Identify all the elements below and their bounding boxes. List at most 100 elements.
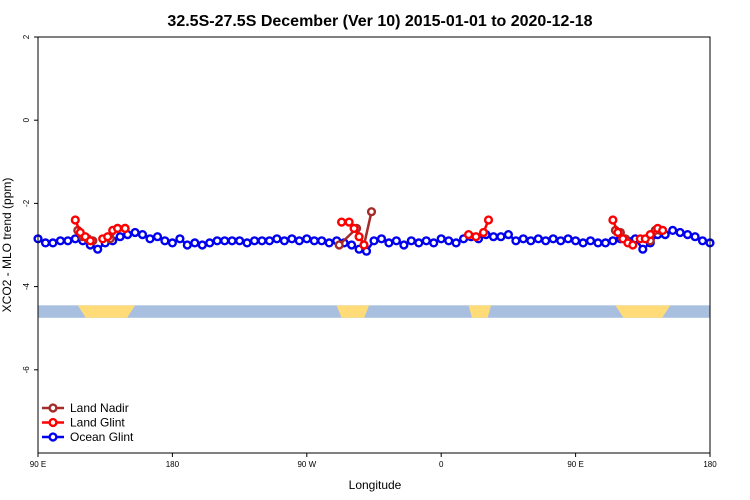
data-point (344, 217, 354, 227)
data-point (414, 238, 424, 248)
legend-label: Ocean Glint (70, 430, 134, 444)
data-point (518, 234, 528, 244)
legend-marker (48, 403, 58, 413)
data-point (302, 234, 312, 244)
data-point (488, 232, 499, 242)
data-point (112, 223, 123, 234)
legend-label: Land Nadir (70, 401, 129, 415)
data-point (145, 234, 155, 244)
data-point (294, 236, 304, 246)
data-point (511, 236, 521, 246)
y-tick-label: -2 (22, 199, 31, 207)
data-point (212, 236, 222, 246)
data-point (347, 240, 357, 250)
data-point (272, 234, 282, 244)
y-tick-label: 0 (22, 117, 31, 122)
data-point (533, 234, 543, 244)
data-point (436, 234, 446, 244)
x-tick-label: 90 W (297, 460, 316, 469)
x-axis: 90 E 180 90 W 0 90 E 180 (30, 453, 717, 469)
data-point (570, 236, 581, 246)
data-point (406, 236, 416, 246)
data-point (682, 230, 693, 240)
data-point (205, 238, 215, 248)
data-point (421, 236, 431, 246)
land-band-segment (77, 305, 136, 318)
data-point (556, 236, 566, 246)
series-layer (33, 207, 715, 256)
legend-item: Land Nadir (42, 401, 129, 415)
data-point (354, 232, 364, 242)
data-point (645, 230, 655, 240)
data-point (55, 236, 66, 246)
data-point (93, 244, 103, 254)
x-tick-label: 0 (439, 460, 444, 469)
data-point (249, 236, 260, 246)
data-point (182, 240, 192, 250)
data-point (115, 232, 125, 242)
data-point (359, 240, 369, 250)
y-axis: 2 0 -2 -4 -6 (22, 34, 38, 373)
data-point (600, 238, 611, 248)
data-point (668, 225, 678, 236)
data-point (690, 232, 700, 242)
data-point (464, 230, 474, 240)
data-point (391, 236, 402, 246)
y-tick-label: 2 (22, 34, 31, 39)
data-point (503, 230, 514, 240)
data-point (70, 215, 80, 225)
data-point (697, 236, 708, 246)
data-point (152, 232, 163, 242)
data-point (366, 207, 377, 217)
data-point (496, 232, 506, 242)
x-axis-label: Longitude (349, 478, 402, 492)
data-point (608, 215, 618, 225)
data-point (190, 238, 200, 248)
data-point (444, 236, 454, 246)
data-point (675, 227, 685, 238)
data-point (287, 234, 297, 244)
data-point (429, 238, 439, 248)
data-point (349, 223, 359, 234)
data-point (337, 217, 347, 227)
data-point (137, 230, 148, 240)
series-land-glint (70, 215, 668, 250)
data-point (220, 236, 230, 246)
land-band-segment (615, 305, 671, 318)
data-point (242, 238, 252, 248)
legend-label: Land Glint (70, 416, 125, 430)
data-point (40, 238, 51, 248)
legend-marker (48, 417, 58, 428)
legend-item: Ocean Glint (42, 430, 134, 444)
y-axis-label: XCO2 - MLO trend (ppm) (0, 178, 14, 313)
data-point (227, 236, 237, 246)
data-point (478, 227, 489, 238)
data-point (324, 238, 334, 248)
x-tick-label: 180 (703, 460, 717, 469)
data-point (526, 236, 536, 246)
chart-title: 32.5S-27.5S December (Ver 10) 2015-01-01… (167, 13, 592, 30)
x-tick-label: 90 E (30, 460, 46, 469)
data-point (279, 236, 290, 246)
land-band-segment (336, 305, 370, 318)
data-point (63, 236, 73, 246)
data-point (578, 238, 588, 248)
data-point (608, 236, 618, 246)
data-point (613, 227, 623, 238)
land-band-segment (468, 305, 491, 318)
x-tick-label: 90 E (567, 460, 583, 469)
data-point (563, 234, 573, 244)
ocean-band (38, 305, 710, 318)
data-point (369, 236, 379, 246)
data-point (85, 236, 95, 246)
data-point (103, 232, 113, 242)
data-point (585, 236, 596, 246)
data-point (471, 232, 481, 242)
data-point (628, 240, 638, 250)
data-point (317, 236, 327, 246)
legend-item: Land Glint (42, 416, 125, 430)
data-point (197, 240, 207, 250)
land-ocean-band (38, 305, 710, 318)
